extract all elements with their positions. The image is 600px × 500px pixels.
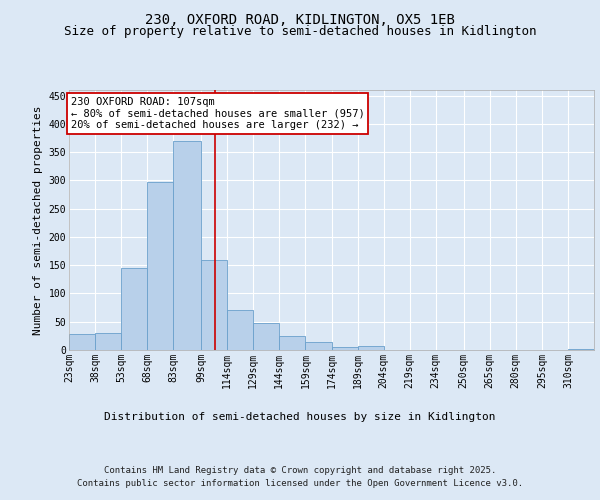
Bar (280, 336, 305, 350)
Bar (201, 260, 227, 350)
Bar (568, 349, 594, 350)
Text: 230, OXFORD ROAD, KIDLINGTON, OX5 1EB: 230, OXFORD ROAD, KIDLINGTON, OX5 1EB (145, 12, 455, 26)
Y-axis label: Number of semi-detached properties: Number of semi-detached properties (33, 106, 43, 335)
Text: Size of property relative to semi-detached houses in Kidlington: Size of property relative to semi-detach… (64, 25, 536, 38)
Bar (305, 342, 331, 350)
Bar (227, 310, 253, 350)
Bar (147, 182, 173, 350)
Bar (331, 347, 358, 350)
Bar (173, 141, 201, 350)
Text: Distribution of semi-detached houses by size in Kidlington: Distribution of semi-detached houses by … (104, 412, 496, 422)
Text: Contains HM Land Registry data © Crown copyright and database right 2025.: Contains HM Land Registry data © Crown c… (104, 466, 496, 475)
Text: 230 OXFORD ROAD: 107sqm
← 80% of semi-detached houses are smaller (957)
20% of s: 230 OXFORD ROAD: 107sqm ← 80% of semi-de… (71, 97, 364, 130)
Bar (121, 268, 147, 350)
Bar (358, 346, 383, 350)
Bar (95, 333, 121, 350)
Text: Contains public sector information licensed under the Open Government Licence v3: Contains public sector information licen… (77, 479, 523, 488)
Bar (69, 334, 95, 350)
Bar (253, 323, 280, 350)
